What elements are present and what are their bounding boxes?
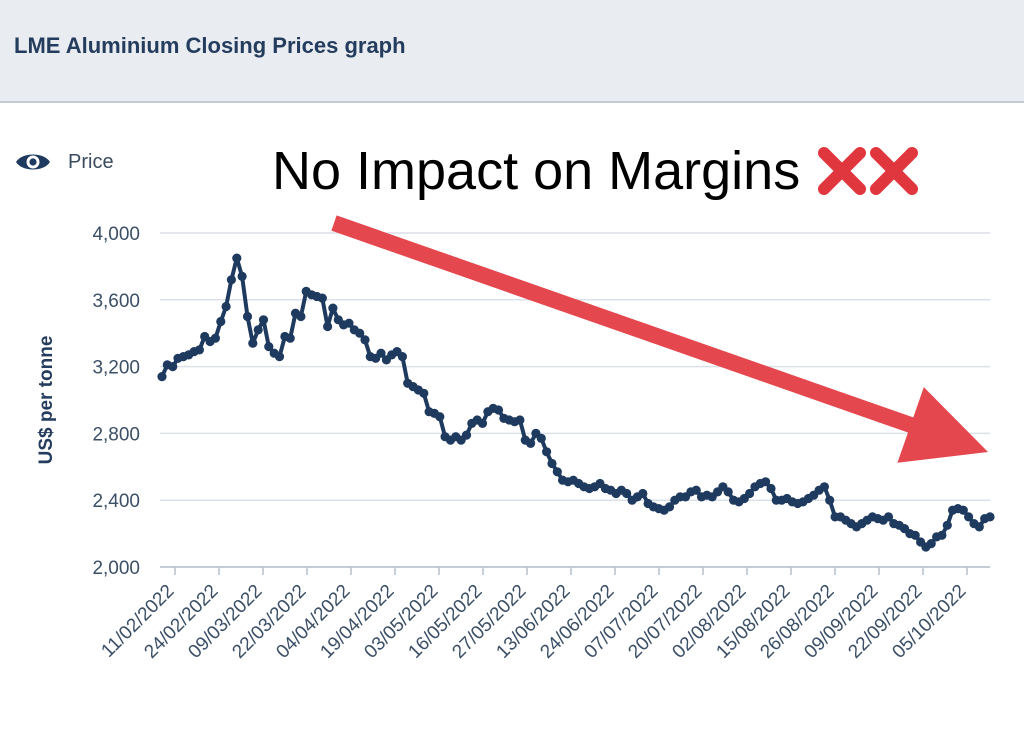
y-tick-label: 2,000: [92, 558, 140, 579]
data-point[interactable]: [216, 316, 226, 327]
data-point[interactable]: [274, 352, 285, 362]
data-point[interactable]: [328, 303, 338, 313]
data-point[interactable]: [258, 315, 269, 325]
data-point[interactable]: [435, 412, 445, 422]
data-point[interactable]: [296, 311, 306, 322]
data-point[interactable]: [210, 333, 220, 343]
data-point[interactable]: [942, 520, 952, 530]
data-point[interactable]: [825, 495, 835, 505]
legend-label: Price: [68, 150, 114, 173]
data-point[interactable]: [542, 447, 552, 457]
y-tick-label: 3,200: [92, 358, 140, 379]
annotation-text: No Impact on Margins: [272, 141, 801, 201]
data-point[interactable]: [964, 512, 974, 522]
chart-title: LME Aluminium Closing Prices graph: [14, 33, 406, 58]
data-point[interactable]: [723, 487, 733, 497]
data-point[interactable]: [691, 485, 701, 495]
data-point[interactable]: [317, 293, 327, 303]
annotation: No Impact on Margins: [272, 140, 920, 202]
data-point[interactable]: [168, 362, 178, 372]
y-tick-label: 2,400: [92, 491, 140, 512]
data-point[interactable]: [355, 328, 365, 338]
data-point[interactable]: [552, 467, 562, 477]
data-point[interactable]: [766, 483, 776, 494]
y-axis-ticks: 2,000 2,400 2,800 3,200 3,600 4,000: [92, 224, 140, 579]
cross-mark-icon: [818, 147, 867, 195]
data-point[interactable]: [974, 522, 984, 532]
data-point[interactable]: [226, 275, 236, 285]
data-point[interactable]: [242, 311, 253, 322]
data-point[interactable]: [419, 388, 429, 398]
data-point[interactable]: [237, 271, 247, 281]
data-point[interactable]: [985, 512, 995, 522]
legend-item-price[interactable]: Price: [14, 147, 114, 177]
data-point[interactable]: [515, 415, 525, 425]
data-point[interactable]: [622, 488, 632, 499]
trend-arrow: [331, 215, 988, 463]
data-point[interactable]: [664, 502, 675, 512]
data-point[interactable]: [926, 539, 936, 549]
x-axis-ticks: 11/02/202224/02/202209/03/202222/03/2022…: [97, 567, 971, 663]
data-point[interactable]: [194, 345, 204, 355]
data-point[interactable]: [323, 321, 333, 332]
data-point[interactable]: [883, 512, 894, 522]
data-point[interactable]: [493, 405, 504, 415]
price-series: [157, 253, 995, 552]
eye-icon[interactable]: [14, 148, 52, 176]
data-point[interactable]: [819, 482, 830, 492]
cross-icons: [816, 145, 920, 197]
data-point[interactable]: [477, 418, 488, 428]
y-tick-label: 3,600: [92, 291, 140, 312]
data-point[interactable]: [547, 458, 557, 469]
data-point[interactable]: [253, 325, 263, 335]
data-point[interactable]: [157, 372, 167, 382]
data-point[interactable]: [344, 318, 354, 328]
arrow-down-right-icon: [331, 215, 988, 463]
data-point[interactable]: [761, 477, 771, 487]
data-point[interactable]: [248, 338, 258, 348]
chart-header: LME Aluminium Closing Prices graph: [0, 0, 1024, 103]
data-point[interactable]: [360, 335, 370, 345]
data-point[interactable]: [285, 333, 295, 343]
data-point[interactable]: [221, 301, 231, 312]
data-point[interactable]: [526, 438, 536, 448]
y-axis-label: US$ per tonne: [36, 336, 57, 465]
cross-mark-icon: [870, 147, 919, 195]
data-point[interactable]: [638, 488, 648, 499]
data-point[interactable]: [536, 433, 546, 443]
data-point[interactable]: [910, 530, 920, 540]
data-point[interactable]: [937, 530, 947, 540]
y-tick-label: 2,800: [92, 424, 140, 445]
data-point[interactable]: [397, 352, 407, 362]
data-point[interactable]: [745, 488, 755, 499]
data-point[interactable]: [958, 505, 968, 515]
data-point[interactable]: [264, 342, 274, 352]
y-tick-label: 4,000: [92, 224, 140, 245]
data-point[interactable]: [376, 348, 386, 358]
data-point[interactable]: [461, 430, 472, 440]
data-point[interactable]: [232, 253, 242, 263]
